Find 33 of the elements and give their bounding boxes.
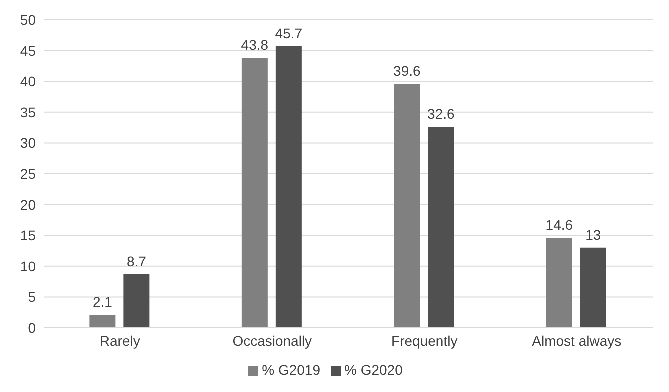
y-tick-label: 50 [20,12,36,28]
y-tick-label: 45 [20,42,36,59]
bar [90,315,116,328]
x-tick-label: Frequently [392,332,458,349]
y-tick-label: 20 [20,196,36,213]
y-tick-label: 15 [20,228,36,244]
bar [428,127,454,328]
bar [546,238,572,328]
bar [242,58,268,328]
y-tick-label: 40 [20,74,36,90]
y-tick-label: 30 [20,135,36,152]
bar [580,248,606,328]
y-tick-label: 35 [20,104,36,120]
x-tick-label: Occasionally [232,332,312,349]
y-tick-label: 5 [28,289,36,306]
data-label: 32.6 [428,106,456,122]
legend-label: % G2019 [262,362,320,378]
x-tick-label: Rarely [100,332,140,349]
y-tick-label: 10 [20,258,36,274]
data-label: 2.1 [92,294,113,310]
data-label: 43.8 [241,37,269,54]
data-label: 13 [586,226,602,243]
x-tick-label: Almost always [532,332,622,349]
legend-label: % G2020 [344,362,403,378]
data-label: 8.7 [126,253,147,270]
bar [276,46,302,328]
y-tick-label: 0 [28,320,36,336]
data-label: 14.6 [546,217,574,234]
y-tick-label: 25 [20,166,36,182]
data-label: 39.6 [394,63,422,80]
bar [394,84,420,328]
bar [124,274,150,328]
data-label: 45.7 [275,25,303,42]
